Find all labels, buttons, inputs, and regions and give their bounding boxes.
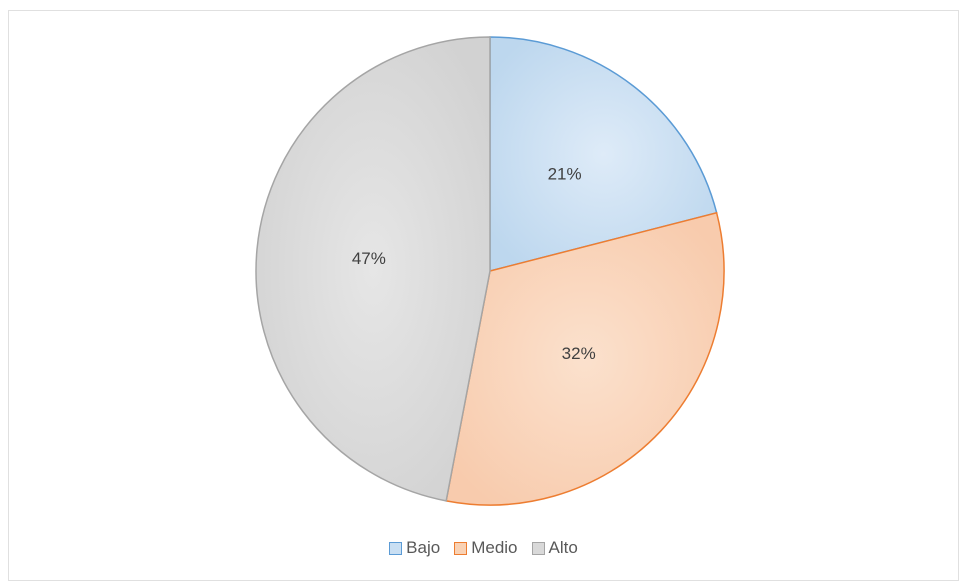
pie-chart: 21% 32% 47%	[255, 36, 725, 506]
legend-label-bajo: Bajo	[406, 538, 441, 557]
legend-item-bajo: Bajo	[389, 538, 440, 558]
legend-label-medio: Medio	[471, 538, 518, 557]
legend: Bajo Medio Alto	[9, 538, 958, 558]
data-label-alto: 47%	[352, 249, 386, 268]
pie-slice-medio	[445, 211, 725, 506]
data-label-bajo: 21%	[548, 164, 582, 183]
legend-item-alto: Alto	[531, 538, 578, 558]
pie-slice-bajo	[489, 36, 718, 272]
legend-swatch-bajo	[389, 541, 403, 555]
legend-item-medio: Medio	[454, 538, 518, 558]
chart-frame: 21% 32% 47% Bajo Medio Alto	[8, 10, 959, 581]
legend-swatch-medio	[454, 541, 468, 555]
data-label-medio: 32%	[562, 344, 596, 363]
legend-swatch-alto	[531, 541, 545, 555]
legend-label-alto: Alto	[548, 538, 578, 557]
pie-slice-alto	[255, 36, 491, 502]
